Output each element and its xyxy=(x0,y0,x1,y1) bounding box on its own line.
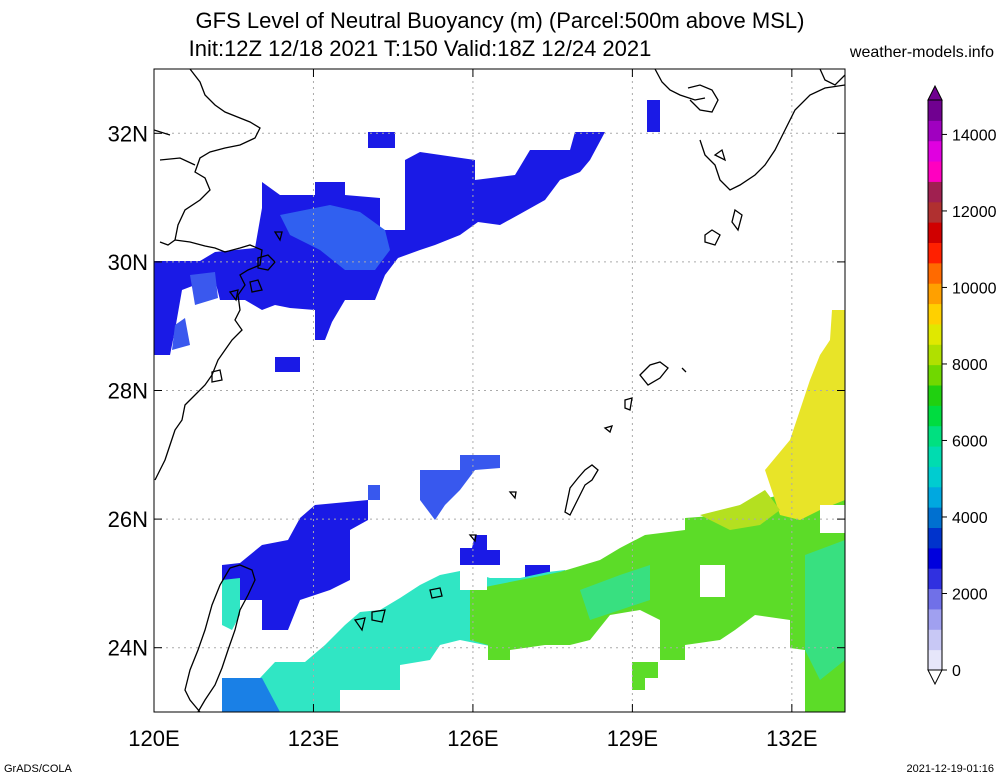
colorbar-frame xyxy=(927,99,943,671)
colorbar: 0 2000 4000 6000 8000 10000 12000 14000 xyxy=(927,84,997,686)
blue-patch-sw xyxy=(460,535,550,580)
colorbar-swatch xyxy=(928,364,942,386)
colorbar-swatch xyxy=(928,242,942,264)
map-axes: 120E 123E 126E 129E 132E 32N 30N 28N 26N 24N xyxy=(108,69,845,751)
colorbar-swatch xyxy=(928,303,942,325)
tick-label-lon: 126E xyxy=(447,726,498,751)
colorbar-label: 8000 xyxy=(952,357,988,374)
colorbar-swatch xyxy=(928,120,942,142)
blue-patch-mid xyxy=(368,455,500,520)
colorbar-label: 6000 xyxy=(952,433,988,450)
site-credit: weather-models.info xyxy=(849,44,994,61)
colorbar-swatch xyxy=(928,507,942,528)
yellow-region xyxy=(765,310,845,520)
colorbar-swatch xyxy=(928,425,942,447)
colorbar-swatch xyxy=(928,161,942,182)
colorbar-swatch xyxy=(928,262,942,284)
colorbar-swatch xyxy=(928,181,942,203)
green-teal-mix xyxy=(580,540,845,680)
tick-label-lon: 123E xyxy=(288,726,339,751)
colorbar-swatch xyxy=(928,568,942,590)
colorbar-swatch xyxy=(928,222,942,243)
colorbar-swatch xyxy=(928,323,942,345)
blue-small-square xyxy=(275,357,300,372)
tick-label-lat: 28N xyxy=(108,379,148,404)
footer-software: GrADS/COLA xyxy=(4,763,72,775)
yellow-green-mix xyxy=(700,490,780,530)
colorbar-swatch xyxy=(928,588,942,610)
buoyancy-field xyxy=(154,100,845,712)
green-region xyxy=(470,380,845,712)
colorbar-label: 14000 xyxy=(952,127,997,144)
blue-top-square xyxy=(368,100,660,148)
blue-lighter-patch-2 xyxy=(172,272,218,350)
colorbar-label: 10000 xyxy=(952,280,997,297)
colorbar-swatch xyxy=(928,201,942,223)
colorbar-swatch xyxy=(928,385,942,406)
tick-label-lon: 132E xyxy=(766,726,817,751)
tick-label-lon: 129E xyxy=(607,726,658,751)
colorbar-label: 0 xyxy=(952,663,961,680)
cyan-blue-edge xyxy=(222,678,280,712)
colorbar-label: 12000 xyxy=(952,204,997,221)
tick-label-lon: 120E xyxy=(128,726,179,751)
blue-lighter-patch xyxy=(280,205,390,270)
tick-label-lat: 26N xyxy=(108,507,148,532)
colorbar-swatch xyxy=(928,100,942,121)
colorbar-swatch xyxy=(928,344,942,366)
chart-title: GFS Level of Neutral Buoyancy (m) (Parce… xyxy=(195,8,805,33)
colorbar-swatch xyxy=(928,629,942,651)
blue-region-south xyxy=(222,500,368,630)
colorbar-swatch xyxy=(928,405,942,427)
colorbar-label: 4000 xyxy=(952,510,988,527)
footer-timestamp: 2021-12-19-01:16 xyxy=(906,763,994,775)
colorbar-swatch xyxy=(928,283,942,305)
colorbar-swatch xyxy=(928,547,942,569)
coastlines xyxy=(154,69,845,712)
colorbar-swatch xyxy=(928,608,942,630)
chart-subtitle: Init:12Z 12/18 2021 T:150 Valid:18Z 12/2… xyxy=(188,36,652,61)
tick-label-lat: 24N xyxy=(108,636,148,661)
colorbar-swatch xyxy=(928,446,942,467)
tick-label-lat: 32N xyxy=(108,121,148,146)
colorbar-swatch xyxy=(928,649,942,671)
colorbar-swatch xyxy=(928,140,942,162)
colorbar-swatch xyxy=(928,466,942,488)
colorbar-swatch xyxy=(928,527,942,549)
colorbar-bottom-arrow xyxy=(927,669,943,686)
colorbar-label: 2000 xyxy=(952,586,988,603)
colorbar-top-arrow xyxy=(927,84,943,101)
colorbar-swatch xyxy=(928,486,942,508)
tick-label-lat: 30N xyxy=(108,250,148,275)
map-grid xyxy=(154,69,845,712)
